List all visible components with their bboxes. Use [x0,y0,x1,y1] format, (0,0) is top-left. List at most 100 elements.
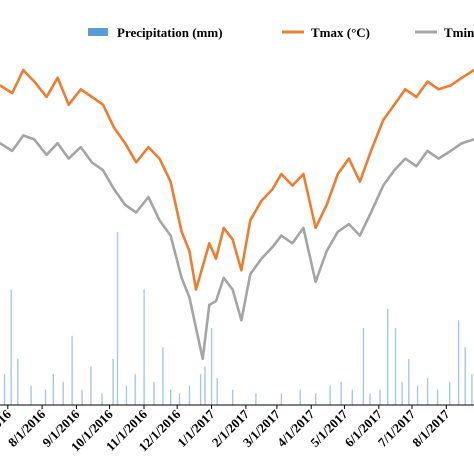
precipitation-bar-32 [351,389,353,405]
precipitation-bar-18 [170,389,172,405]
tmax-point-21 [215,257,217,260]
precipitation-bar-25 [232,389,234,405]
tmin-point-31 [314,280,317,283]
tmax-point-14 [158,157,161,160]
precipitation-bar-6 [62,381,64,405]
precipitation-bar-41 [426,378,429,405]
tmin-point-35 [358,234,361,237]
tmax-point-39 [404,88,407,91]
tmin-point-11 [124,203,127,206]
tmin-point-29 [291,242,294,245]
tmin-point-14 [158,219,161,222]
precipitation-bar-16 [153,381,155,405]
tmax-point-43 [449,84,452,87]
tmax-point-26 [260,199,263,202]
tmin-point-6 [67,157,70,160]
precipitation-bar-7 [71,335,73,405]
tmax-point-30 [302,173,305,175]
tmax-point-34 [347,157,350,160]
tmin-point-7 [79,146,82,149]
tmin-point-0 [0,142,1,145]
precipitation-bar-38 [401,381,403,405]
tmax-point-11 [124,142,127,145]
tmax-point-18 [195,288,197,291]
tmax-point-37 [382,119,385,122]
precipitation-bar-42 [436,389,439,405]
tmin-point-13 [147,196,150,199]
tmin-point-18 [195,327,197,329]
tmax-point-16 [180,230,183,233]
tmin-point-8 [90,161,93,164]
tmax-point-24 [240,269,243,272]
tmin-point-17 [188,296,191,299]
tmin-point-21 [215,300,217,303]
precipitation-bar-24 [216,378,218,405]
tmax-point-9 [102,103,104,106]
tmax-point-27 [271,188,274,191]
tmin-point-5 [56,142,59,145]
tmax-point-22 [222,226,225,229]
tmin-point-44 [460,142,463,145]
precipitation-bar-34 [369,393,371,405]
tmax-point-20 [208,242,211,245]
precipitation-bar-37 [394,328,397,405]
tmax-point-2 [22,69,25,72]
tmax-point-23 [231,238,234,241]
legend-label-tmin: Tmin (°C) [444,25,474,40]
tmax-line [0,68,474,291]
precipitation-bars [3,231,473,406]
precipitation-bar-31 [340,381,342,405]
tmax-point-41 [426,80,429,83]
legend-label-precipitation: Precipitation (mm) [117,25,223,40]
precipitation-bar-1 [10,289,12,405]
tmin-point-16 [180,276,183,279]
precipitation-bar-22 [204,366,206,405]
precipitation-bar-4 [44,389,47,405]
precipitation-bar-13 [125,385,128,406]
tmin-point-27 [271,246,274,249]
tmin-point-32 [325,250,328,252]
tmax-point-5 [56,76,59,79]
precipitation-bar-21 [199,374,202,405]
precipitation-bar-12 [116,231,119,406]
tmin-point-24 [240,319,243,322]
precipitation-bar-39 [408,358,410,405]
legend-label-tmax: Tmax (°C) [311,25,370,40]
tmin-point-36 [370,211,372,214]
tmin-point-2 [22,134,25,137]
tmax-point-42 [437,88,440,91]
tmax-point-8 [90,96,93,98]
tmax-point-7 [79,88,82,91]
tmin-point-1 [11,149,14,152]
precipitation-bar-9 [90,366,92,405]
precipitation-bar-26 [255,393,257,405]
precipitation-bar-27 [280,393,283,405]
precipitation-bar-5 [52,374,54,405]
legend-swatch-precipitation [88,28,108,36]
precipitation-bar-46 [471,374,473,405]
precipitation-bar-43 [449,381,451,405]
tmin-point-42 [437,157,440,160]
tmax-point-1 [11,92,14,95]
tmin-point-41 [426,149,429,152]
precipitation-bar-33 [362,328,365,405]
tmin-point-4 [45,153,48,156]
precipitation-bar-19 [178,393,181,405]
precipitation-bar-29 [315,393,317,405]
tmax-point-29 [291,184,294,187]
tmin-point-15 [169,234,172,237]
precipitation-bar-36 [387,308,389,406]
tmax-point-13 [147,146,150,149]
precipitation-bar-44 [457,320,460,405]
tmax-point-19 [201,265,204,268]
precipitation-bar-15 [143,289,145,405]
tmin-point-10 [113,188,116,191]
tmax-point-28 [280,173,283,175]
tmax-point-40 [415,96,418,98]
tmax-point-25 [249,219,252,222]
temperature-lines [0,68,474,361]
precipitation-bar-10 [101,393,103,405]
tmax-point-10 [113,126,116,129]
tmax-point-4 [45,96,48,98]
